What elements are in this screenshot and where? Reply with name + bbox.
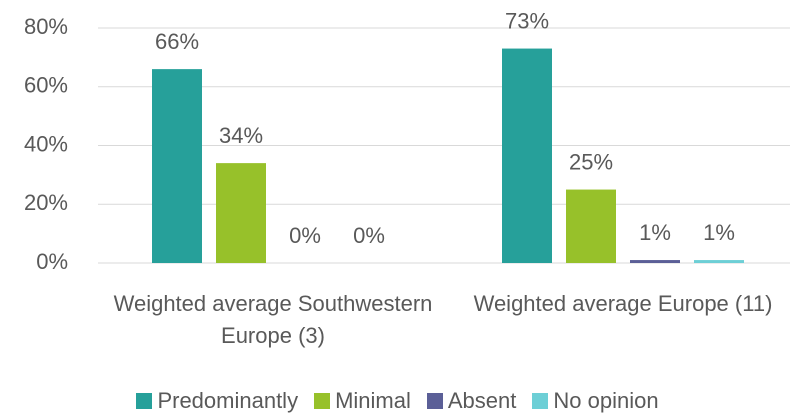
legend-label: Predominantly <box>157 388 299 413</box>
value-label: 0% <box>353 223 385 248</box>
value-label: 25% <box>569 149 613 174</box>
y-tick-label: 80% <box>24 14 68 39</box>
bar <box>502 48 552 263</box>
x-tick-label: Weighted average Southwestern Europe (3) <box>113 291 433 348</box>
y-tick-label: 60% <box>24 73 68 98</box>
y-tick-label: 40% <box>24 131 68 156</box>
legend-swatch <box>532 393 549 409</box>
bar <box>630 260 680 263</box>
legend: Predominantly Minimal Absent No opinion <box>0 388 795 414</box>
value-label: 1% <box>703 220 735 245</box>
legend-swatch <box>136 393 153 409</box>
value-label: 34% <box>219 123 263 148</box>
bar <box>694 260 744 263</box>
legend-label: No opinion <box>553 388 659 413</box>
legend-swatch <box>426 393 443 409</box>
value-label: 66% <box>155 29 199 54</box>
legend-item: Absent <box>426 388 517 414</box>
bar <box>216 163 266 263</box>
y-tick-label: 20% <box>24 190 68 215</box>
x-tick-label: Weighted average Europe (11) <box>473 291 773 316</box>
bar <box>566 189 616 263</box>
legend-item: Predominantly <box>136 388 298 414</box>
legend-label: Minimal <box>335 388 411 413</box>
value-label: 1% <box>639 220 671 245</box>
legend-item: No opinion <box>532 388 659 414</box>
bar <box>152 69 202 263</box>
legend-item: Minimal <box>314 388 411 414</box>
value-label: 0% <box>289 223 321 248</box>
legend-label: Absent <box>447 388 517 413</box>
legend-swatch <box>314 393 331 409</box>
y-tick-label: 0% <box>36 249 68 274</box>
value-label: 73% <box>505 8 549 33</box>
